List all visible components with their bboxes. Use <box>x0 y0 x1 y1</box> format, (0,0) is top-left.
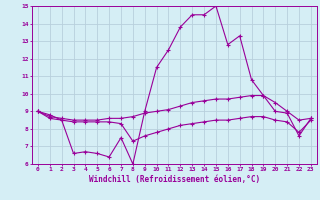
X-axis label: Windchill (Refroidissement éolien,°C): Windchill (Refroidissement éolien,°C) <box>89 175 260 184</box>
